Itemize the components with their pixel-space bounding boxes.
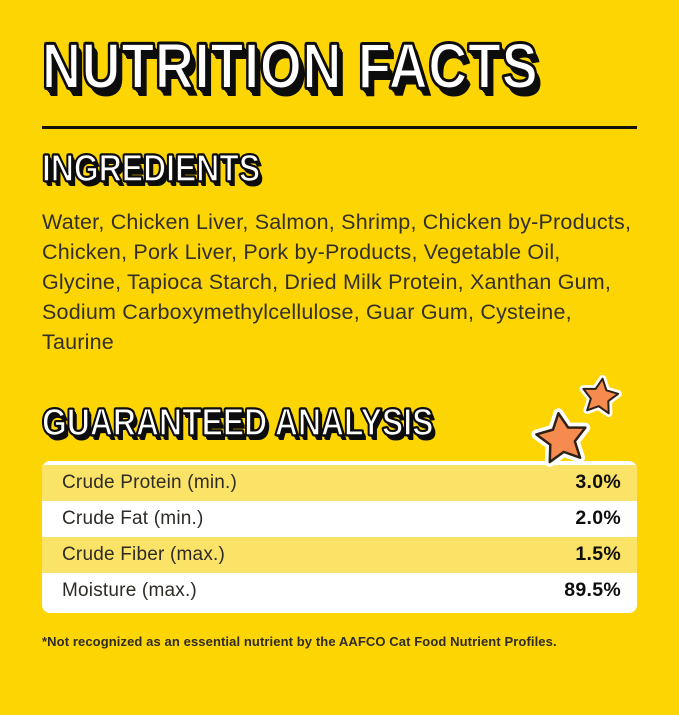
table-row-crude-fiber: Crude Fiber (max.) 1.5% <box>42 536 637 573</box>
ingredients-text: Water, Chicken Liver, Salmon, Shrimp, Ch… <box>42 209 632 354</box>
guaranteed-analysis-heading: GUARANTEED ANALYSIS <box>41 401 434 444</box>
row-value: 3.0% <box>575 471 621 494</box>
row-label: Crude Fiber (max.) <box>62 543 226 565</box>
row-label: Crude Fat (min.) <box>62 507 204 529</box>
nutrition-label: { "label": { "title": "NUTRITION FACTS",… <box>0 30 679 715</box>
aafco-footnote: *Not recognized as an essential nutrient… <box>42 633 557 649</box>
row-label: Crude Protein (min.) <box>62 471 238 493</box>
table-row-crude-protein: Crude Protein (min.) 3.0% <box>42 464 637 501</box>
row-value: 1.5% <box>575 543 621 566</box>
guaranteed-analysis-table: Crude Protein (min.) 3.0% Crude Fat (min… <box>42 460 637 613</box>
page-title: NUTRITION FACTS <box>41 30 539 102</box>
row-label: Moisture (max.) <box>62 579 197 601</box>
ingredients-heading: INGREDIENTS <box>41 147 261 190</box>
ingredients-heading-row: INGREDIENTS <box>41 147 637 191</box>
row-value: 2.0% <box>575 507 621 530</box>
table-row-crude-fat: Crude Fat (min.) 2.0% <box>42 501 637 537</box>
guaranteed-analysis-heading-row: GUARANTEED ANALYSIS <box>41 401 637 445</box>
label-content: NUTRITION FACTS INGREDIENTS Water, Chick… <box>0 30 679 649</box>
row-value: 89.5% <box>564 579 621 602</box>
page-title-row: NUTRITION FACTS <box>41 30 637 102</box>
star-icon-large <box>531 408 591 467</box>
star-icon-small <box>579 374 622 418</box>
title-divider <box>42 126 637 129</box>
table-row-moisture: Moisture (max.) 89.5% <box>42 573 637 609</box>
